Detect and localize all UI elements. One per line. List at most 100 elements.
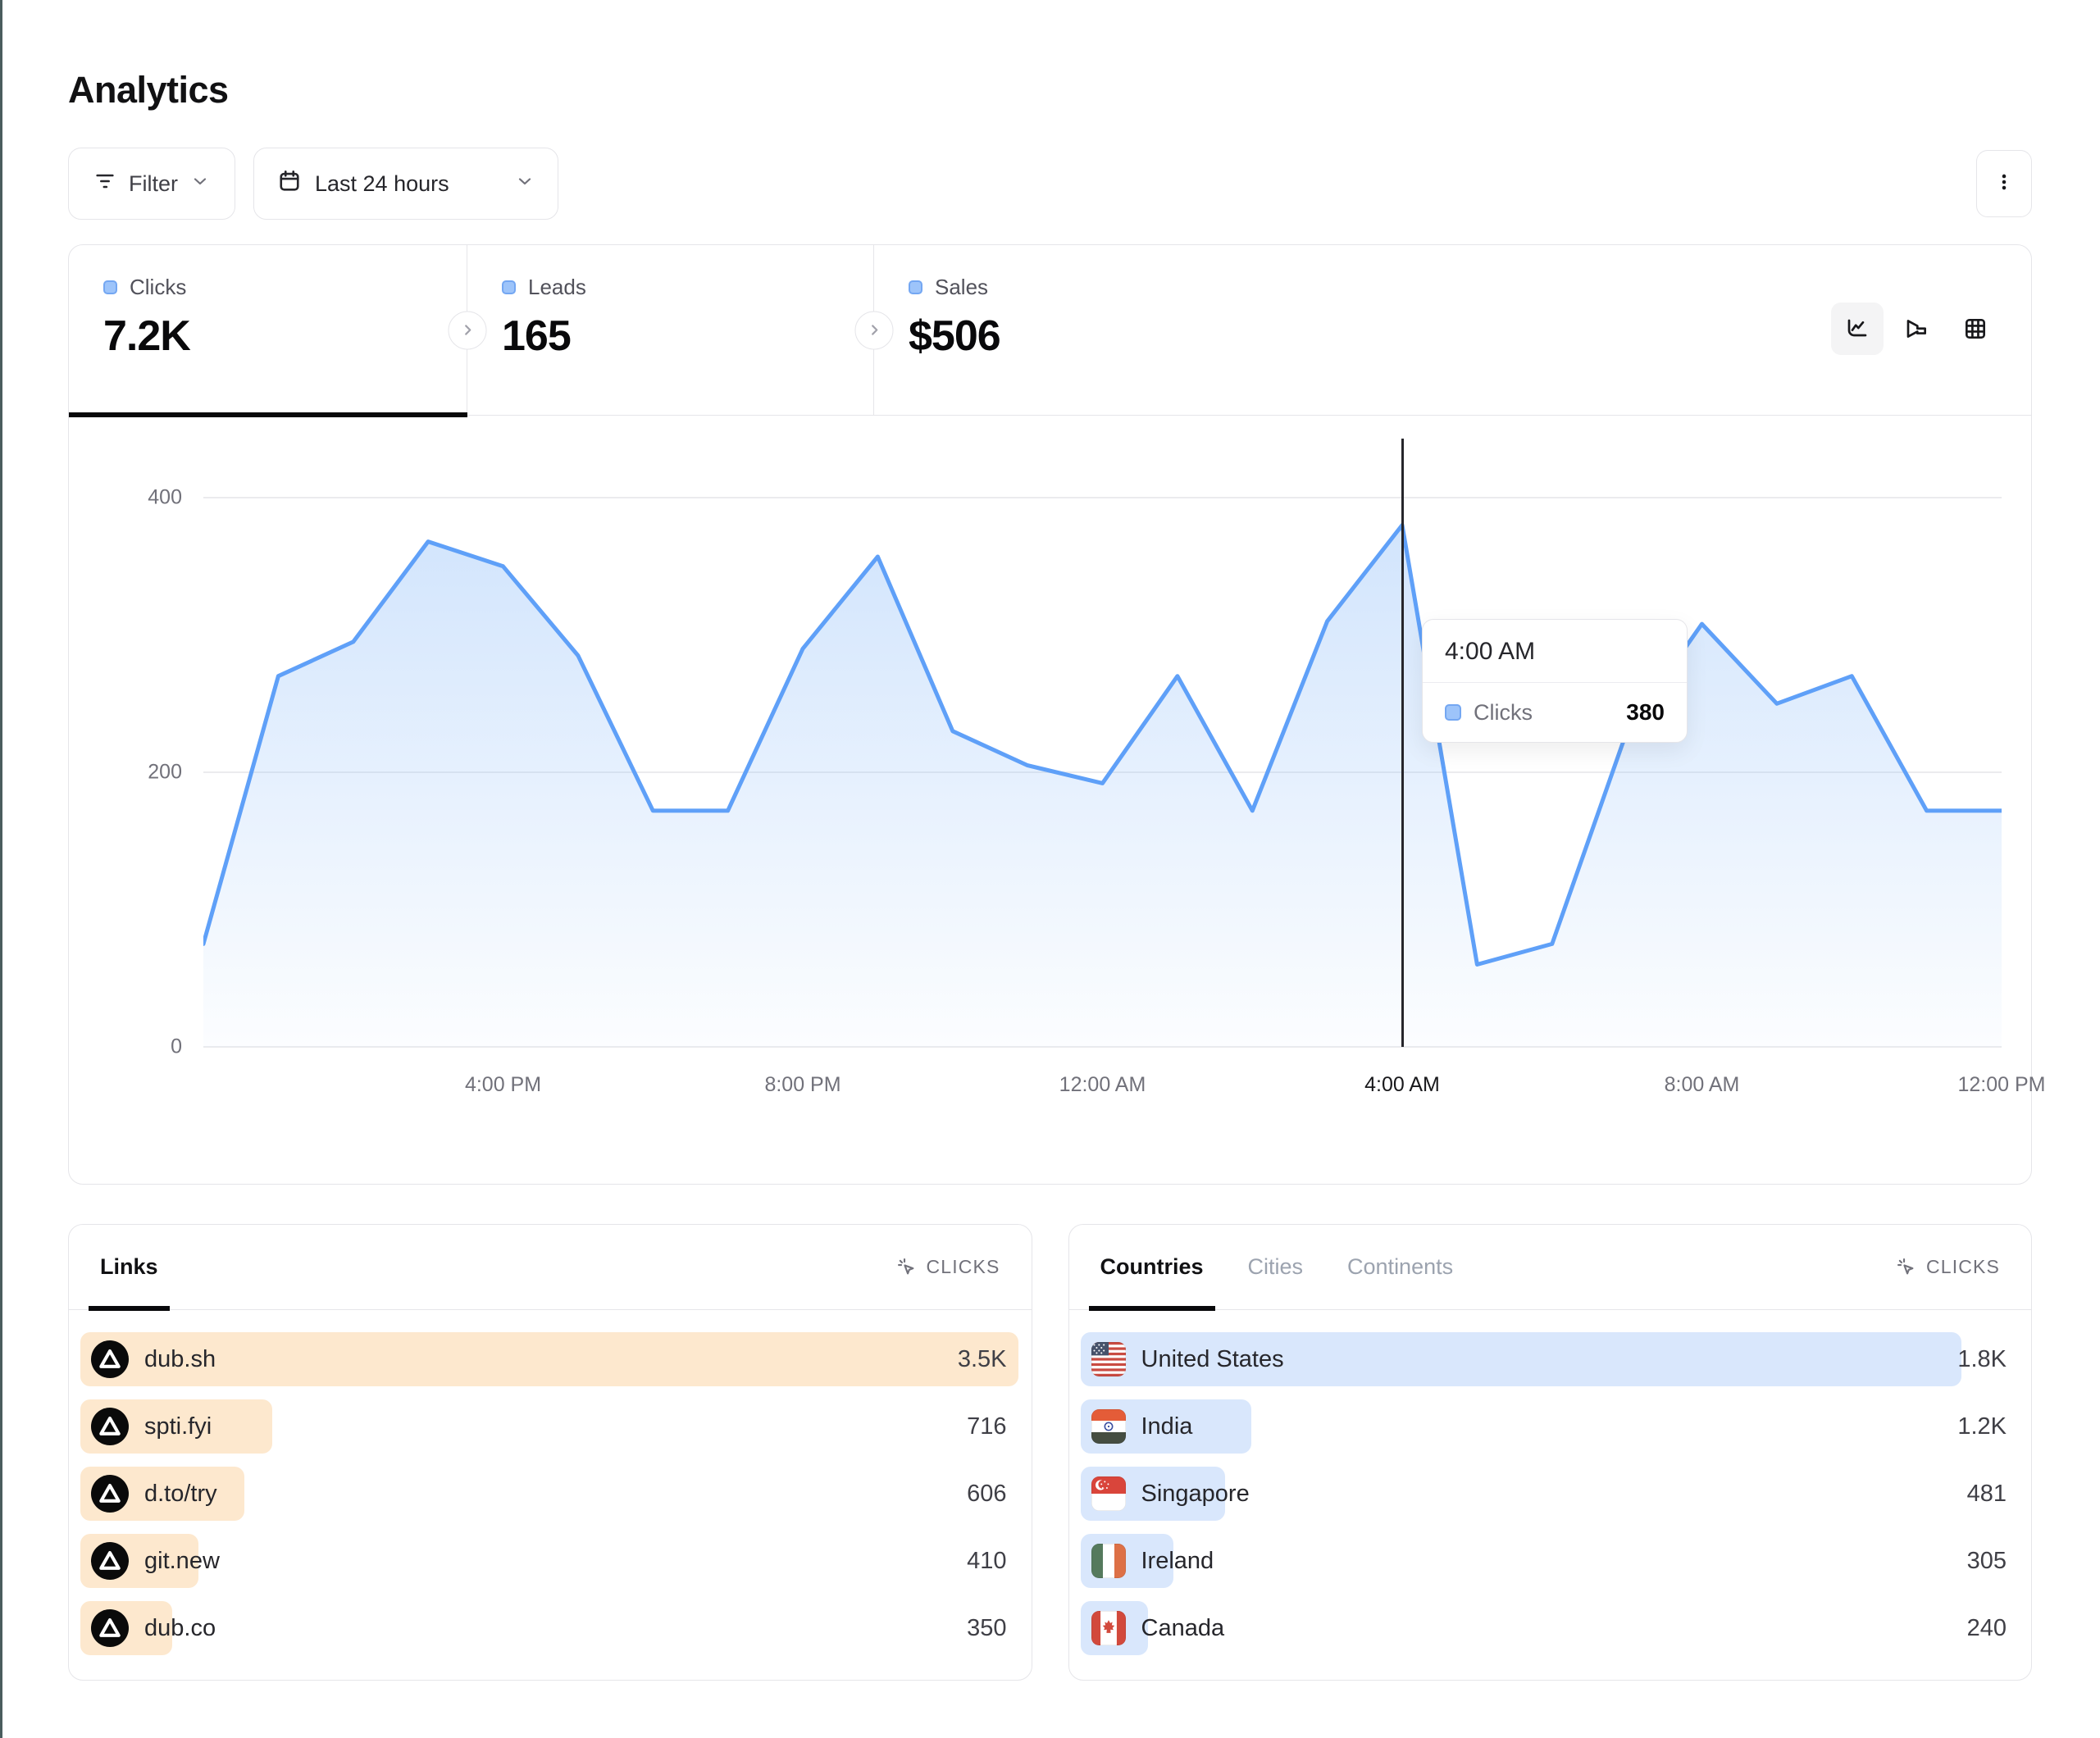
tooltip-value: 380: [1626, 699, 1665, 725]
item-label: Canada: [1141, 1614, 1225, 1641]
tab-countries[interactable]: Countries: [1088, 1225, 1215, 1311]
leads-legend-swatch: [502, 280, 516, 294]
item-clicks-value: 716: [967, 1413, 1007, 1440]
item-label: United States: [1141, 1345, 1284, 1372]
breakdown-panels: Links CLICKS dub.sh 3.5K spti.fyi 716 d.to/t…: [68, 1224, 2032, 1681]
active-tab-underline: [69, 412, 467, 417]
links-rows: dub.sh 3.5K spti.fyi 716 d.to/try 606 git.new 4…: [69, 1310, 1032, 1655]
tab-cities[interactable]: Cities: [1247, 1254, 1304, 1279]
x-tick-label: 12:00 PM: [1957, 1073, 2046, 1096]
filter-icon: [93, 170, 116, 198]
item-clicks-value: 305: [1966, 1547, 2007, 1574]
countries-panel-header: Countries Cities Continents CLICKS: [1068, 1225, 2031, 1311]
filter-button-label: Filter: [129, 171, 178, 196]
dub-logo-icon: [91, 1475, 129, 1513]
x-tick-label: 8:00 PM: [764, 1073, 841, 1096]
leads-tab-value: 165: [502, 312, 572, 360]
expand-clicks-leads-button[interactable]: [448, 311, 487, 349]
clicks-tab-value: 7.2K: [103, 312, 191, 360]
y-tick-label: 400: [148, 485, 182, 509]
list-item[interactable]: git.new 410: [80, 1534, 1018, 1588]
list-item[interactable]: dub.co 350: [80, 1601, 1018, 1655]
chevron-right-icon: [464, 325, 471, 335]
dub-logo-icon: [91, 1609, 129, 1647]
y-tick-label: 0: [171, 1035, 182, 1058]
chart-plot[interactable]: 4:00 AM Clicks 380: [203, 439, 2002, 1048]
countries-metric-selector[interactable]: CLICKS: [1895, 1225, 2000, 1309]
x-tick-label: 4:00 PM: [464, 1073, 542, 1096]
value-bar: [80, 1332, 1018, 1386]
tab-sales[interactable]: Sales $506: [874, 245, 2031, 415]
ca-flag-icon: [1091, 1611, 1126, 1645]
item-label: dub.sh: [144, 1345, 216, 1372]
funnel-chart-mode-button[interactable]: [1890, 303, 1943, 355]
list-item[interactable]: spti.fyi 716: [80, 1399, 1018, 1454]
dub-logo-icon: [91, 1408, 129, 1445]
gridline: [203, 497, 2002, 498]
funnel-chart-icon: [1906, 320, 1926, 338]
list-item[interactable]: Singapore 481: [1080, 1467, 2019, 1521]
dub-logo-icon: [91, 1542, 129, 1580]
sales-tab-label: Sales: [935, 275, 989, 299]
line-chart-mode-button[interactable]: [1831, 303, 1884, 355]
hover-crosshair: [1401, 439, 1404, 1047]
list-item[interactable]: d.to/try 606: [80, 1467, 1018, 1521]
chart-mode-switcher: [1831, 303, 2002, 355]
item-clicks-value: 240: [1966, 1614, 2007, 1641]
sales-legend-swatch: [909, 280, 922, 294]
links-panel-header: Links CLICKS: [69, 1225, 1032, 1311]
dub-logo-icon: [91, 1340, 129, 1378]
area-chart-svg: [203, 523, 2002, 1047]
chevron-down-icon: [190, 171, 210, 197]
countries-metric-label: CLICKS: [1926, 1256, 2000, 1277]
leads-tab-label: Leads: [528, 275, 586, 299]
item-label: spti.fyi: [144, 1413, 212, 1440]
tab-leads[interactable]: Leads 165: [467, 245, 874, 415]
dub-logo-icon: [91, 1340, 129, 1378]
clicks-legend-swatch: [103, 280, 117, 294]
dub-logo-icon: [91, 1542, 129, 1580]
calendar-icon: [277, 169, 302, 199]
list-item[interactable]: India 1.2K: [1080, 1399, 2019, 1454]
tab-links[interactable]: Links: [89, 1225, 169, 1311]
list-item[interactable]: Ireland 305: [1080, 1534, 2019, 1588]
expand-leads-sales-button[interactable]: [854, 311, 894, 349]
filter-toolbar: Filter Last 24 hours: [68, 148, 2032, 220]
x-tick-label: 8:00 AM: [1664, 1073, 1740, 1096]
value-bar: [1080, 1332, 1962, 1386]
dub-logo-icon: [91, 1475, 129, 1513]
y-tick-label: 200: [148, 760, 182, 784]
item-clicks-value: 350: [967, 1614, 1007, 1641]
tab-clicks[interactable]: Clicks 7.2K: [69, 245, 467, 415]
x-tick-label: 4:00 AM: [1364, 1073, 1440, 1096]
item-clicks-value: 606: [967, 1480, 1007, 1507]
more-options-button[interactable]: [1976, 150, 2032, 217]
list-item[interactable]: dub.sh 3.5K: [80, 1332, 1018, 1386]
list-item[interactable]: United States 1.8K: [1080, 1332, 2019, 1386]
tab-continents[interactable]: Continents: [1347, 1254, 1454, 1279]
sales-tab-value: $506: [909, 312, 1001, 360]
item-label: git.new: [144, 1547, 220, 1574]
ireland-flag-icon: [1091, 1544, 1126, 1578]
time-series-chart: 400 200 0 4:00 AM Clicks 380 4:00 PM 8:00 P…: [107, 439, 2046, 1106]
item-label: d.to/try: [144, 1480, 217, 1507]
filter-button[interactable]: Filter: [68, 148, 235, 220]
kebab-menu-icon: [1993, 171, 2015, 197]
cursor-click-icon: [1897, 1258, 1914, 1275]
chevron-down-icon: [515, 171, 535, 197]
canada-flag-icon: [1091, 1611, 1126, 1645]
item-clicks-value: 481: [1966, 1480, 2007, 1507]
links-metric-selector[interactable]: CLICKS: [895, 1225, 1000, 1309]
us-flag-icon: [1091, 1342, 1126, 1376]
x-tick-label: 12:00 AM: [1059, 1073, 1146, 1096]
in-flag-icon: [1091, 1409, 1126, 1444]
chart-tooltip: 4:00 AM Clicks 380: [1422, 619, 1688, 743]
date-range-button[interactable]: Last 24 hours: [253, 148, 558, 220]
list-item[interactable]: Canada 240: [1080, 1601, 2019, 1655]
stats-tabs: Clicks 7.2K Leads 165 Sales $506: [69, 245, 2031, 417]
us-flag-icon: [1091, 1342, 1126, 1376]
geo-tabs: Countries Cities Continents: [1088, 1225, 1454, 1311]
table-mode-button[interactable]: [1949, 303, 2002, 355]
singapore-flag-icon: [1091, 1476, 1126, 1511]
